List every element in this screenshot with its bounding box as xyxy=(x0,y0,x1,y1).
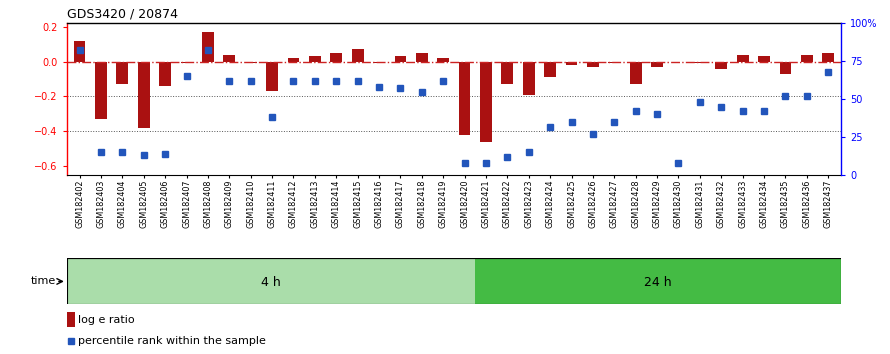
Bar xyxy=(95,62,107,119)
Bar xyxy=(159,62,171,86)
Bar xyxy=(609,62,620,63)
Bar xyxy=(352,49,363,62)
Bar xyxy=(694,62,706,63)
Bar xyxy=(480,62,492,142)
Bar xyxy=(266,62,278,91)
Text: 24 h: 24 h xyxy=(644,276,672,289)
Bar xyxy=(630,62,642,84)
Bar xyxy=(822,53,834,62)
Bar xyxy=(309,56,320,62)
Bar xyxy=(330,53,342,62)
Bar xyxy=(394,56,407,62)
Bar xyxy=(67,312,75,327)
Text: log e ratio: log e ratio xyxy=(78,315,134,325)
Bar xyxy=(416,53,428,62)
Bar xyxy=(458,62,471,135)
Bar xyxy=(523,62,535,95)
Bar xyxy=(245,62,256,63)
Text: percentile rank within the sample: percentile rank within the sample xyxy=(78,336,266,346)
Bar xyxy=(758,56,770,62)
Bar xyxy=(501,62,514,84)
Bar xyxy=(373,62,384,63)
Text: GDS3420 / 20874: GDS3420 / 20874 xyxy=(67,7,178,21)
Bar xyxy=(566,62,578,65)
Text: 4 h: 4 h xyxy=(261,276,281,289)
Text: time: time xyxy=(31,276,56,286)
Bar xyxy=(74,40,85,62)
Bar xyxy=(801,55,813,62)
Bar xyxy=(223,55,235,62)
Bar xyxy=(67,258,475,304)
Bar xyxy=(117,62,128,84)
Bar xyxy=(437,58,449,62)
Bar xyxy=(737,55,748,62)
Bar xyxy=(202,32,214,62)
Bar xyxy=(780,62,791,74)
Bar xyxy=(587,62,599,67)
Bar xyxy=(287,58,299,62)
Bar xyxy=(475,258,841,304)
Bar xyxy=(138,62,150,128)
Bar xyxy=(651,62,663,67)
Bar xyxy=(716,62,727,69)
Bar xyxy=(545,62,556,77)
Bar xyxy=(181,62,192,63)
